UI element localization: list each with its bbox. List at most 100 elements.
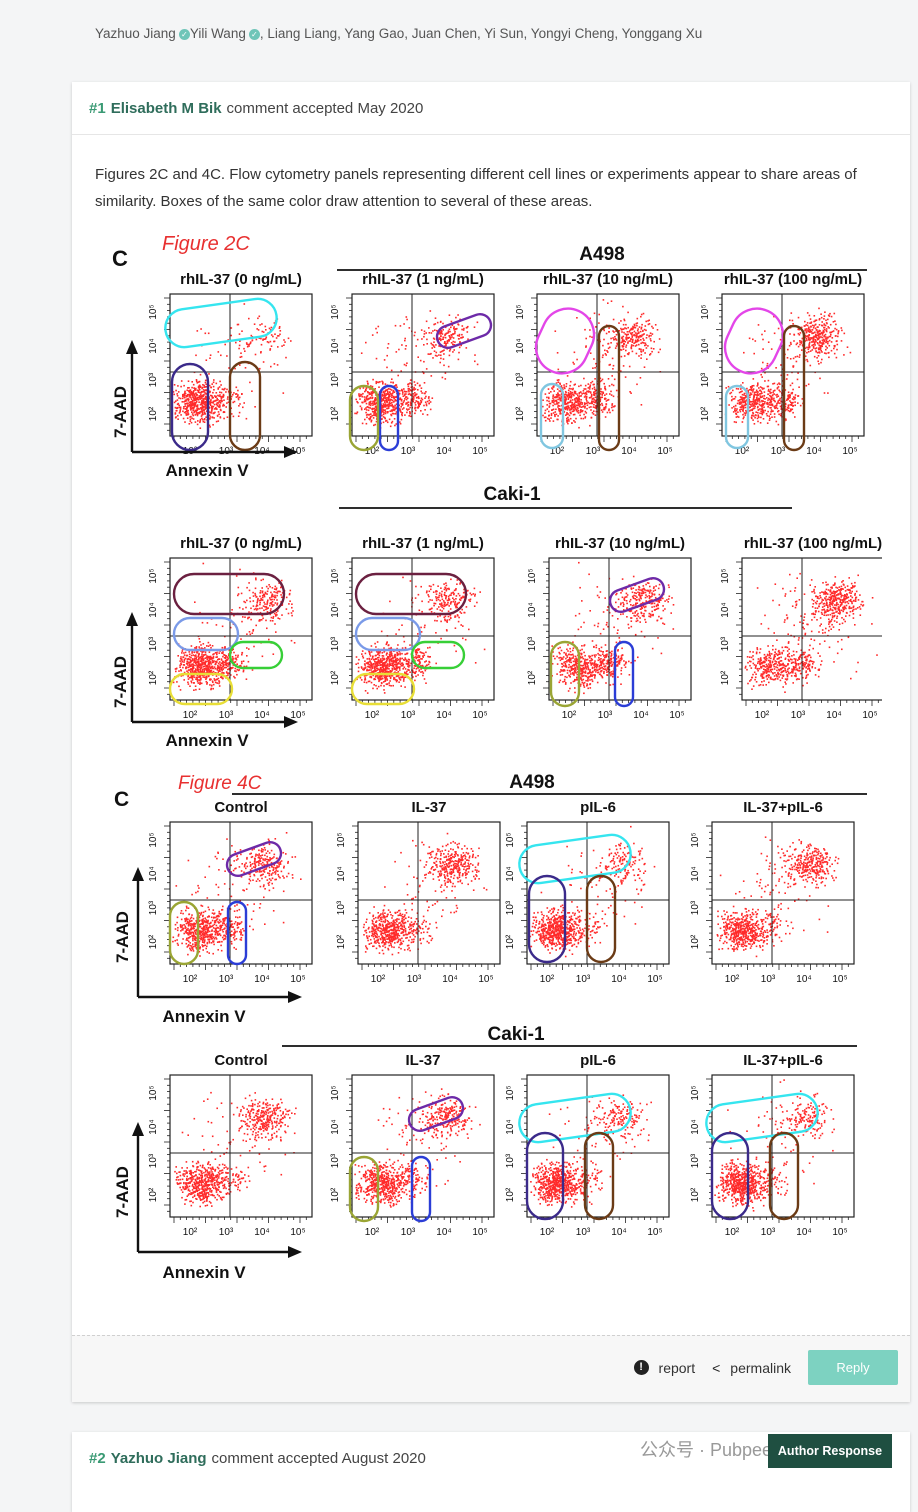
data-point bbox=[209, 651, 211, 653]
data-point bbox=[186, 406, 188, 408]
data-point bbox=[573, 420, 575, 422]
data-point bbox=[822, 341, 824, 343]
data-point bbox=[385, 405, 387, 407]
data-point bbox=[566, 386, 568, 388]
data-point bbox=[390, 389, 392, 391]
data-point bbox=[560, 397, 562, 399]
data-point bbox=[203, 398, 205, 400]
data-point bbox=[558, 405, 560, 407]
author-link-second[interactable]: Yili Wang bbox=[190, 26, 246, 41]
data-point bbox=[430, 353, 432, 355]
y-tick-label: 10² bbox=[148, 406, 159, 421]
data-point bbox=[445, 333, 447, 335]
data-point bbox=[378, 669, 380, 671]
data-point bbox=[407, 673, 409, 675]
data-point bbox=[179, 410, 181, 412]
data-point bbox=[221, 659, 223, 661]
data-point bbox=[555, 330, 557, 332]
data-point bbox=[451, 336, 453, 338]
y-tick-label: 10⁵ bbox=[330, 304, 341, 319]
data-point bbox=[394, 406, 396, 408]
data-point bbox=[792, 412, 794, 414]
data-point bbox=[640, 339, 642, 341]
data-point bbox=[361, 667, 363, 669]
data-point bbox=[572, 392, 574, 394]
data-point bbox=[401, 390, 403, 392]
data-point bbox=[390, 651, 392, 653]
data-point bbox=[191, 407, 193, 409]
data-point bbox=[452, 351, 454, 353]
data-point bbox=[568, 419, 570, 421]
data-point bbox=[389, 405, 391, 407]
x-tick-label: 10⁴ bbox=[806, 446, 821, 457]
data-point bbox=[798, 386, 800, 388]
data-point bbox=[261, 580, 263, 582]
data-point bbox=[834, 328, 836, 330]
data-point bbox=[186, 663, 188, 665]
data-point bbox=[182, 650, 184, 652]
data-point bbox=[821, 359, 823, 361]
data-point bbox=[274, 623, 276, 625]
data-point bbox=[555, 397, 557, 399]
data-point bbox=[570, 405, 572, 407]
data-point bbox=[606, 404, 608, 406]
data-point bbox=[362, 423, 364, 425]
data-point bbox=[188, 394, 190, 396]
data-point bbox=[392, 421, 394, 423]
data-point bbox=[201, 397, 203, 399]
data-point bbox=[455, 328, 457, 330]
data-point bbox=[263, 610, 265, 612]
data-point bbox=[652, 327, 654, 329]
data-point bbox=[417, 402, 419, 404]
data-point bbox=[208, 333, 210, 335]
data-point bbox=[609, 385, 611, 387]
data-point bbox=[187, 417, 189, 419]
data-point bbox=[810, 350, 812, 352]
author-link-first[interactable]: Yazhuo Jiang bbox=[95, 26, 176, 41]
data-point bbox=[188, 667, 190, 669]
data-point bbox=[379, 665, 381, 667]
data-point bbox=[375, 646, 377, 648]
data-point bbox=[261, 619, 263, 621]
data-point bbox=[256, 328, 258, 330]
data-point bbox=[752, 403, 754, 405]
data-point bbox=[637, 318, 639, 320]
data-point bbox=[281, 614, 283, 616]
data-point bbox=[395, 679, 397, 681]
data-point bbox=[390, 382, 392, 384]
data-point bbox=[458, 352, 460, 354]
data-point bbox=[824, 392, 826, 394]
data-point bbox=[215, 396, 217, 398]
data-point bbox=[194, 394, 196, 396]
data-point bbox=[826, 322, 828, 324]
data-point bbox=[239, 607, 241, 609]
data-point bbox=[734, 421, 736, 423]
data-point bbox=[424, 382, 426, 384]
data-point bbox=[413, 388, 415, 390]
data-point bbox=[177, 655, 179, 657]
data-point bbox=[390, 678, 392, 680]
data-point bbox=[758, 409, 760, 411]
data-point bbox=[361, 679, 363, 681]
comment-username[interactable]: Elisabeth M Bik bbox=[111, 100, 222, 117]
data-point bbox=[420, 360, 422, 362]
data-point bbox=[358, 667, 360, 669]
data-point bbox=[242, 616, 244, 618]
data-point bbox=[188, 651, 190, 653]
data-point bbox=[266, 628, 268, 630]
data-point bbox=[449, 350, 451, 352]
data-point bbox=[590, 384, 592, 386]
data-point bbox=[241, 654, 243, 656]
data-point bbox=[568, 392, 570, 394]
data-point bbox=[743, 397, 745, 399]
data-point bbox=[205, 654, 207, 656]
data-point bbox=[187, 664, 189, 666]
data-point bbox=[445, 372, 447, 374]
data-point bbox=[593, 404, 595, 406]
data-point bbox=[384, 359, 386, 361]
data-point bbox=[415, 410, 417, 412]
data-point bbox=[644, 329, 646, 331]
comment-number[interactable]: #1 bbox=[89, 100, 106, 117]
data-point bbox=[188, 390, 190, 392]
data-point bbox=[847, 346, 849, 348]
